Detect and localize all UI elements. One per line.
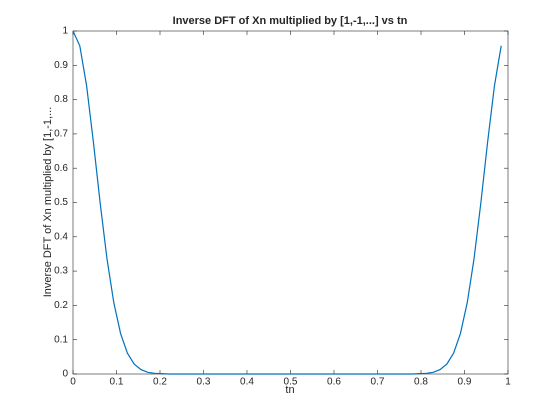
y-tick-label: 0.4 (54, 231, 68, 242)
chart-title: Inverse DFT of Xn multiplied by [1,-1,..… (173, 15, 408, 27)
x-tick-label: 0.7 (371, 377, 385, 388)
x-tick-label: 0.1 (110, 377, 124, 388)
y-axis-label: Inverse DFT of Xn multiplied by [1,-1,..… (42, 107, 54, 298)
x-tick-label: 0.8 (414, 377, 428, 388)
y-tick-label: 0.3 (54, 266, 68, 277)
y-tick-label: 0.7 (54, 129, 68, 140)
x-axis-label: tn (285, 384, 294, 396)
x-tick-label: 1 (505, 377, 511, 388)
x-tick-label: 0.6 (327, 377, 341, 388)
x-tick-label: 0.3 (197, 377, 211, 388)
y-tick-label: 0.2 (54, 300, 68, 311)
y-tick-label: 0.5 (54, 197, 68, 208)
y-tick-label: 0.1 (54, 334, 68, 345)
x-tick-label: 0.2 (153, 377, 167, 388)
y-tick-label: 0 (62, 369, 68, 380)
x-tick-label: 0.9 (458, 377, 472, 388)
x-tick-label: 0 (70, 377, 76, 388)
y-tick-label: 0.8 (54, 94, 68, 105)
y-tick-label: 0.9 (54, 60, 68, 71)
x-tick-label: 0.5 (284, 377, 298, 388)
data-line (72, 30, 502, 375)
x-tick-label: 0.4 (240, 377, 254, 388)
y-tick-label: 1 (62, 26, 68, 37)
y-tick-label: 0.6 (54, 163, 68, 174)
